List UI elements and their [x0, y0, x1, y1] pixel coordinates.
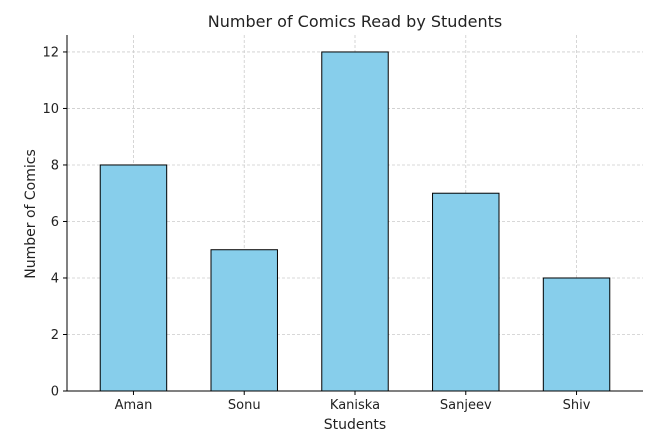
bars: [99, 51, 611, 392]
x-tick-label: Sanjeev: [440, 398, 492, 413]
bar-kaniska: [321, 51, 389, 392]
x-axis-label: Students: [324, 417, 386, 433]
y-tick-label: 10: [42, 102, 59, 117]
y-tick-label: 8: [51, 158, 59, 173]
x-tick-label: Shiv: [563, 398, 591, 413]
y-tick-label: 12: [42, 45, 59, 60]
x-tick-label: Aman: [115, 398, 153, 413]
bar-shiv: [542, 277, 611, 392]
y-axis-label: Number of Comics: [23, 149, 39, 279]
bar-sonu: [210, 249, 278, 392]
x-tick-label: Sonu: [228, 398, 261, 413]
y-ticks: 0 2 4 6 8 10 12: [42, 45, 67, 400]
chart-title: Number of Comics Read by Students: [208, 12, 502, 31]
y-tick-label: 6: [51, 215, 59, 230]
bar-sanjeev: [432, 192, 500, 392]
y-tick-label: 0: [51, 385, 59, 400]
y-tick-label: 4: [51, 271, 59, 286]
x-ticks: Aman Sonu Kaniska Sanjeev Shiv: [115, 391, 591, 413]
y-tick-label: 2: [51, 328, 59, 343]
x-tick-label: Kaniska: [330, 398, 380, 413]
bar-aman: [99, 164, 168, 392]
